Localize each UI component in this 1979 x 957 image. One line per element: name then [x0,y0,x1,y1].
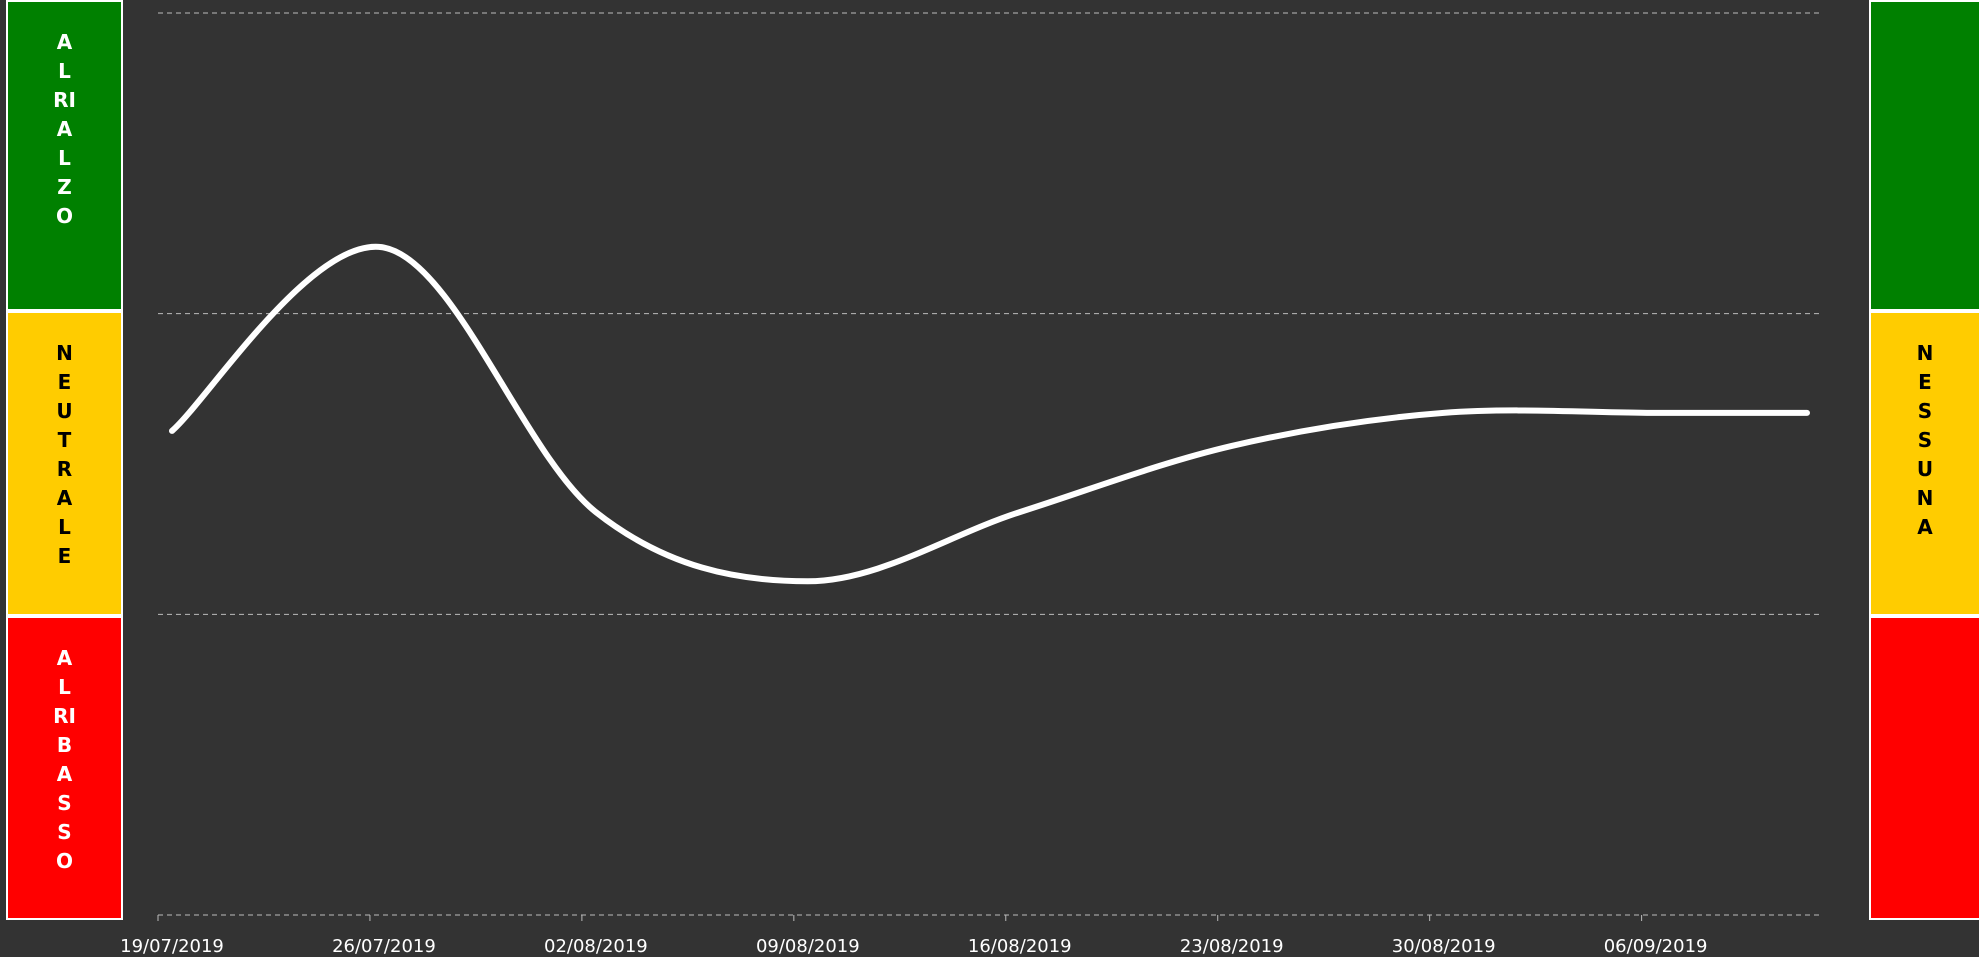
panel-label: NEUTRALE [56,341,73,568]
panel-label: AL RIBASSO [53,646,78,873]
panel-label: AL RIALZO [53,30,78,228]
x-tick-label: 30/08/2019 [1392,936,1496,957]
x-tick-label: 02/08/2019 [544,936,648,957]
panel-label: NESSUNA [1916,341,1934,539]
status-panel: NESSUNA [1869,311,1979,616]
status-panel [1869,0,1979,311]
status-panel: AL RIALZO [6,0,123,311]
status-panel: NEUTRALE [6,311,123,616]
x-tick-label: 26/07/2019 [332,936,436,957]
x-tick-label: 09/08/2019 [756,936,860,957]
line [169,243,1810,585]
x-tick-label: 06/09/2019 [1604,936,1708,957]
x-tick-label: 19/07/2019 [120,936,224,957]
status-panel: AL RIBASSO [6,616,123,920]
status-panel [1869,616,1979,920]
x-tick-label: 23/08/2019 [1180,936,1284,957]
x-tick-label: 16/08/2019 [968,936,1072,957]
